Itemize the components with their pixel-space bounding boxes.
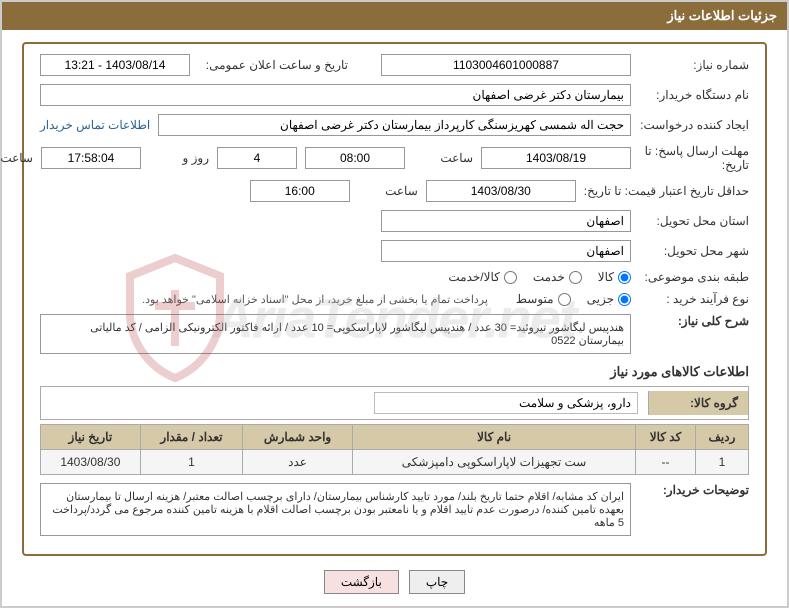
general-desc-textarea[interactable]: هندپیس لیگاشور تیروئید= 30 عدد / هندپیس … bbox=[40, 314, 631, 354]
radio-partial-label: جزیی bbox=[587, 292, 614, 306]
purchase-process-radios: جزیی متوسط bbox=[516, 292, 631, 306]
table-cell-unit: عدد bbox=[243, 450, 353, 475]
row-buyer-org: نام دستگاه خریدار: bbox=[40, 84, 749, 106]
row-requester: ایجاد کننده درخواست: اطلاعات تماس خریدار bbox=[40, 114, 749, 136]
public-announce-label: تاریخ و ساعت اعلان عمومی: bbox=[198, 58, 348, 72]
radio-medium-label: متوسط bbox=[516, 292, 554, 306]
radio-service-input[interactable] bbox=[569, 271, 582, 284]
radio-goods-service-input[interactable] bbox=[504, 271, 517, 284]
th-unit: واحد شمارش bbox=[243, 425, 353, 450]
delivery-city-input[interactable] bbox=[381, 240, 631, 262]
title-bar: جزئیات اطلاعات نیاز bbox=[2, 2, 787, 30]
subject-class-label: طبقه بندی موضوعی: bbox=[639, 270, 749, 284]
table-cell-goods_code: -- bbox=[636, 450, 696, 475]
form-border: شماره نیاز: تاریخ و ساعت اعلان عمومی: نا… bbox=[22, 42, 767, 556]
goods-group-label: گروه کالا: bbox=[648, 391, 748, 415]
th-need-date: تاریخ نیاز bbox=[41, 425, 141, 450]
general-desc-label: شرح کلی نیاز: bbox=[639, 314, 749, 328]
row-reply-deadline: مهلت ارسال پاسخ: تا تاریخ: ساعت روز و سا… bbox=[40, 144, 749, 172]
row-subject-class: طبقه بندی موضوعی: کالا خدمت کالا/خدمت bbox=[40, 270, 749, 284]
table-cell-goods_name: ست تجهیزات لاپاراسکوپی دامپزشکی bbox=[352, 450, 635, 475]
buyer-org-input[interactable] bbox=[40, 84, 631, 106]
goods-table: ردیف کد کالا نام کالا واحد شمارش تعداد /… bbox=[40, 424, 749, 475]
day-and-label: روز و bbox=[149, 151, 209, 165]
radio-partial-input[interactable] bbox=[618, 293, 631, 306]
radio-service-label: خدمت bbox=[533, 270, 565, 284]
need-number-input[interactable] bbox=[381, 54, 631, 76]
print-button[interactable]: چاپ bbox=[409, 570, 465, 594]
remaining-time-input[interactable] bbox=[41, 147, 141, 169]
delivery-province-input[interactable] bbox=[381, 210, 631, 232]
table-cell-qty: 1 bbox=[140, 450, 242, 475]
content-area: AriaTender.net شماره نیاز: تاریخ و ساعت … bbox=[2, 30, 787, 606]
radio-goods-service-label: کالا/خدمت bbox=[448, 270, 499, 284]
time-label-1: ساعت bbox=[413, 151, 473, 165]
price-validity-label: حداقل تاریخ اعتبار قیمت: تا تاریخ: bbox=[584, 184, 749, 198]
remaining-days-input[interactable] bbox=[217, 147, 297, 169]
requester-label: ایجاد کننده درخواست: bbox=[639, 118, 749, 132]
row-delivery-province: استان محل تحویل: bbox=[40, 210, 749, 232]
th-row: ردیف bbox=[695, 425, 748, 450]
reply-deadline-time-input[interactable] bbox=[305, 147, 405, 169]
row-purchase-process: نوع فرآیند خرید : جزیی متوسط پرداخت تمام… bbox=[40, 292, 749, 306]
table-cell-need_date: 1403/08/30 bbox=[41, 450, 141, 475]
buyer-notes-label: توضیحات خریدار: bbox=[639, 483, 749, 497]
reply-deadline-label: مهلت ارسال پاسخ: تا تاریخ: bbox=[639, 144, 749, 172]
th-qty: تعداد / مقدار bbox=[140, 425, 242, 450]
goods-group-row: گروه کالا: bbox=[40, 386, 749, 420]
row-price-validity: حداقل تاریخ اعتبار قیمت: تا تاریخ: ساعت bbox=[40, 180, 749, 202]
radio-partial[interactable]: جزیی bbox=[587, 292, 631, 306]
table-cell-row: 1 bbox=[695, 450, 748, 475]
buyer-org-label: نام دستگاه خریدار: bbox=[639, 88, 749, 102]
delivery-city-label: شهر محل تحویل: bbox=[639, 244, 749, 258]
time-label-2: ساعت bbox=[358, 184, 418, 198]
buyer-notes-textarea[interactable]: ایران کد مشابه/ اقلام حتما تاریخ بلند/ م… bbox=[40, 483, 631, 536]
button-row: چاپ بازگشت bbox=[22, 570, 767, 594]
row-delivery-city: شهر محل تحویل: bbox=[40, 240, 749, 262]
goods-group-input[interactable] bbox=[374, 392, 638, 414]
subject-class-radios: کالا خدمت کالا/خدمت bbox=[448, 270, 631, 284]
requester-input[interactable] bbox=[158, 114, 631, 136]
radio-goods[interactable]: کالا bbox=[598, 270, 631, 284]
window: جزئیات اطلاعات نیاز AriaTender.net شماره… bbox=[0, 0, 789, 608]
row-general-desc: شرح کلی نیاز: هندپیس لیگاشور تیروئید= 30… bbox=[40, 314, 749, 354]
th-goods-code: کد کالا bbox=[636, 425, 696, 450]
reply-deadline-date-input[interactable] bbox=[481, 147, 631, 169]
radio-service[interactable]: خدمت bbox=[533, 270, 582, 284]
price-validity-time-input[interactable] bbox=[250, 180, 350, 202]
purchase-process-label: نوع فرآیند خرید : bbox=[639, 292, 749, 306]
goods-info-heading: اطلاعات کالاهای مورد نیاز bbox=[40, 364, 749, 380]
public-announce-input[interactable] bbox=[40, 54, 190, 76]
radio-medium[interactable]: متوسط bbox=[516, 292, 571, 306]
window-title: جزئیات اطلاعات نیاز bbox=[667, 8, 777, 23]
goods-group-cell bbox=[41, 387, 648, 419]
table-row: 1--ست تجهیزات لاپاراسکوپی دامپزشکیعدد114… bbox=[41, 450, 749, 475]
radio-goods-label: کالا bbox=[598, 270, 614, 284]
purchase-note: پرداخت تمام یا بخشی از مبلغ خرید، از محل… bbox=[142, 293, 488, 306]
delivery-province-label: استان محل تحویل: bbox=[639, 214, 749, 228]
remaining-suffix-label: ساعت باقی مانده bbox=[0, 151, 33, 165]
row-need-number: شماره نیاز: تاریخ و ساعت اعلان عمومی: bbox=[40, 54, 749, 76]
th-goods-name: نام کالا bbox=[352, 425, 635, 450]
row-buyer-notes: توضیحات خریدار: ایران کد مشابه/ اقلام حت… bbox=[40, 483, 749, 536]
table-header-row: ردیف کد کالا نام کالا واحد شمارش تعداد /… bbox=[41, 425, 749, 450]
buyer-contact-link[interactable]: اطلاعات تماس خریدار bbox=[40, 118, 150, 132]
radio-medium-input[interactable] bbox=[558, 293, 571, 306]
need-number-label: شماره نیاز: bbox=[639, 58, 749, 72]
radio-goods-service[interactable]: کالا/خدمت bbox=[448, 270, 516, 284]
price-validity-date-input[interactable] bbox=[426, 180, 576, 202]
radio-goods-input[interactable] bbox=[618, 271, 631, 284]
back-button[interactable]: بازگشت bbox=[324, 570, 399, 594]
